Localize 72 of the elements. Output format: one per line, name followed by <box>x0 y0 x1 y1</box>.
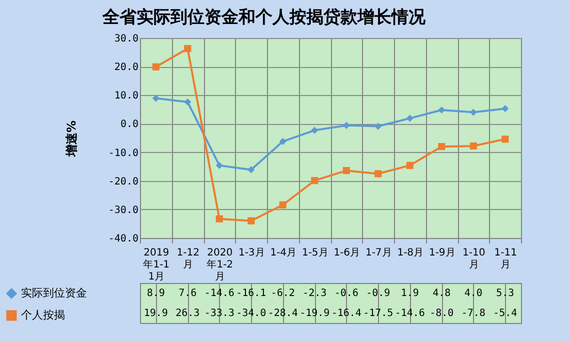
data-label: 26.3 <box>176 308 200 319</box>
data-label: 5.3 <box>496 288 514 299</box>
y-tick-label: 0.0 <box>120 119 138 130</box>
point <box>438 106 446 114</box>
y-tick-label: 30.0 <box>114 34 138 44</box>
data-label: -28.4 <box>268 308 298 319</box>
data-label: -34.0 <box>236 308 266 319</box>
data-label: -6.2 <box>270 288 295 299</box>
point <box>279 201 286 208</box>
point <box>216 215 223 222</box>
point <box>502 105 509 112</box>
point <box>248 166 255 174</box>
x-tick-label: 1-9月 <box>428 248 456 258</box>
data-label: 4.0 <box>464 288 482 299</box>
x-tick-label: 1-3月 <box>238 248 265 258</box>
x-tick-label: 1-10月 <box>462 248 486 270</box>
x-tick-label: 1-7月 <box>365 248 392 258</box>
y-tick-label: -30.0 <box>108 204 138 216</box>
x-tick-label: 2020年1-2月 <box>206 248 234 282</box>
data-label: 7.6 <box>178 288 197 299</box>
point <box>184 98 192 106</box>
point <box>279 138 286 145</box>
data-label: -14.6 <box>394 308 425 319</box>
x-tick-label: 2019年1-11月 <box>143 248 170 282</box>
y-tick-label: -40.0 <box>108 234 138 244</box>
x-tick-label: 1-11月 <box>494 248 517 270</box>
x-tick-label: 1-4月 <box>270 248 297 258</box>
point <box>152 63 160 70</box>
data-label: -5.4 <box>493 308 518 319</box>
y-tick-label: -10.0 <box>108 148 138 159</box>
y-tick-label: 20.0 <box>114 62 138 74</box>
data-label: -19.9 <box>300 308 330 319</box>
x-tick-label: 1-8月 <box>397 248 424 258</box>
point <box>184 45 192 52</box>
x-tick-label: 1-6月 <box>334 248 360 258</box>
data-label: -2.3 <box>302 288 327 299</box>
data-label: 8.9 <box>146 288 165 299</box>
data-label: -0.6 <box>334 288 358 299</box>
data-label: -7.8 <box>461 308 486 319</box>
point <box>342 167 350 174</box>
y-tick-label: -20.0 <box>108 176 138 188</box>
data-label: -0.9 <box>366 288 390 299</box>
legend-label: 实际到位资金 <box>21 286 87 300</box>
point <box>406 162 414 169</box>
point <box>470 142 477 150</box>
point <box>374 122 382 130</box>
data-label: -16.4 <box>331 308 362 319</box>
point <box>248 217 255 224</box>
data-label: -33.3 <box>204 308 234 319</box>
x-tick-label: 1-12月 <box>176 248 200 270</box>
point <box>342 122 350 129</box>
data-label: 19.9 <box>144 308 168 319</box>
point <box>216 162 223 169</box>
point <box>311 177 318 184</box>
legend-label: 个人按揭 <box>21 308 65 322</box>
point <box>406 114 414 122</box>
x-tick-label: 1-5月 <box>302 248 328 258</box>
point <box>438 143 446 150</box>
point <box>374 170 382 178</box>
data-label: -16.1 <box>236 288 266 299</box>
y-axis-title: 增速% <box>64 120 78 158</box>
data-label: -8.0 <box>430 308 454 319</box>
chart-title: 全省实际到位资金和个人按揭贷款增长情况 <box>102 8 426 28</box>
data-label: 4.8 <box>432 288 451 299</box>
point <box>152 94 160 102</box>
data-label: -17.5 <box>363 308 394 319</box>
data-label: 1.9 <box>400 288 419 299</box>
data-label: -14.6 <box>204 288 234 299</box>
point <box>502 136 509 143</box>
y-tick-label: 10.0 <box>114 90 138 102</box>
point <box>470 108 477 116</box>
point <box>311 126 318 134</box>
